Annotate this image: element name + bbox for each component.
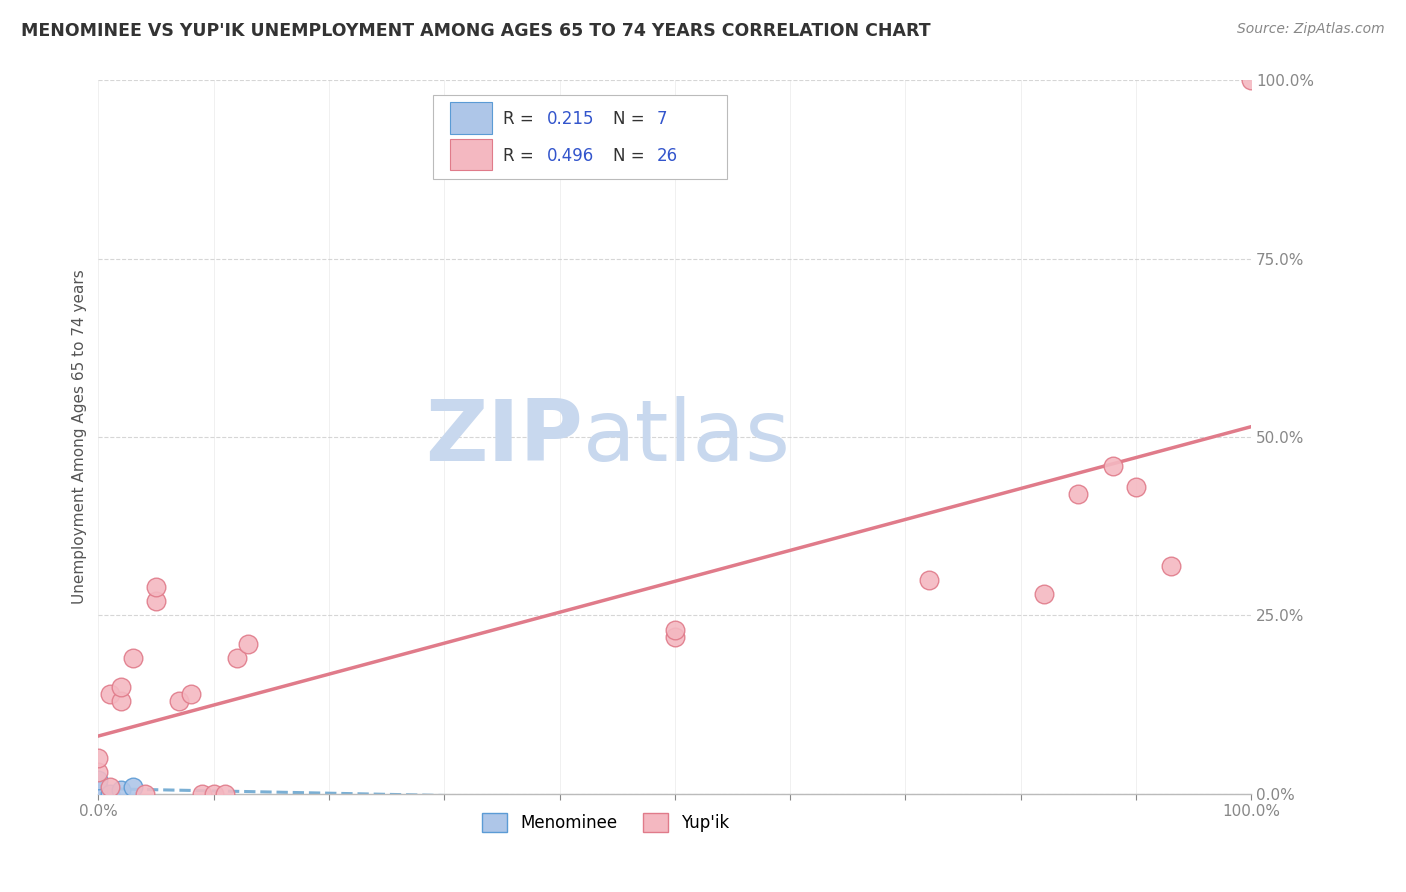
Point <box>87 780 110 794</box>
FancyBboxPatch shape <box>433 95 727 178</box>
Point <box>87 751 110 765</box>
Text: MENOMINEE VS YUP'IK UNEMPLOYMENT AMONG AGES 65 TO 74 YEARS CORRELATION CHART: MENOMINEE VS YUP'IK UNEMPLOYMENT AMONG A… <box>21 22 931 40</box>
Point <box>225 651 247 665</box>
Point <box>122 780 145 794</box>
Point <box>664 630 686 644</box>
Point <box>664 623 686 637</box>
Text: Source: ZipAtlas.com: Source: ZipAtlas.com <box>1237 22 1385 37</box>
Text: 26: 26 <box>657 147 678 165</box>
Point <box>122 651 145 665</box>
Point <box>110 783 132 797</box>
Point <box>145 594 167 608</box>
Text: 0.496: 0.496 <box>547 147 595 165</box>
Point <box>134 787 156 801</box>
Point <box>98 780 121 794</box>
Point <box>145 580 167 594</box>
Point <box>214 787 236 801</box>
Text: N =: N = <box>613 147 650 165</box>
Point <box>180 687 202 701</box>
Point <box>98 687 121 701</box>
Point <box>1067 487 1090 501</box>
Text: atlas: atlas <box>582 395 790 479</box>
Text: R =: R = <box>503 111 538 128</box>
Point <box>87 772 110 787</box>
Y-axis label: Unemployment Among Ages 65 to 74 years: Unemployment Among Ages 65 to 74 years <box>72 269 87 605</box>
Point <box>110 694 132 708</box>
Point <box>1160 558 1182 573</box>
Point <box>87 765 110 780</box>
Point <box>167 694 190 708</box>
Text: ZIP: ZIP <box>425 395 582 479</box>
Point <box>98 787 121 801</box>
Text: 7: 7 <box>657 111 666 128</box>
Point <box>1102 458 1125 473</box>
Point <box>87 783 110 797</box>
Point <box>1032 587 1054 601</box>
Point <box>917 573 939 587</box>
FancyBboxPatch shape <box>450 139 492 170</box>
Point <box>1125 480 1147 494</box>
Point <box>87 787 110 801</box>
Point <box>110 680 132 694</box>
Legend: Menominee, Yup'ik: Menominee, Yup'ik <box>475 806 735 839</box>
Point <box>191 787 214 801</box>
Text: N =: N = <box>613 111 650 128</box>
Point <box>202 787 225 801</box>
Text: 0.215: 0.215 <box>547 111 595 128</box>
Text: R =: R = <box>503 147 538 165</box>
FancyBboxPatch shape <box>450 103 492 134</box>
Point <box>238 637 260 651</box>
Point <box>1240 73 1263 87</box>
